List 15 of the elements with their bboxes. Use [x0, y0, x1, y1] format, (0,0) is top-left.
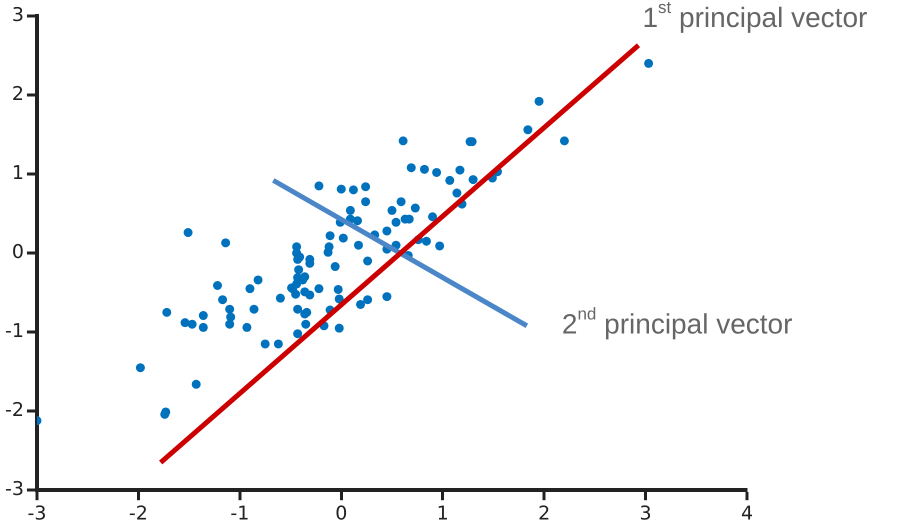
y-tick-label: -2: [4, 399, 24, 422]
y-tick-label: 3: [12, 4, 24, 26]
x-tick-label: 4: [740, 502, 754, 525]
y-tick-label: 1: [12, 162, 24, 184]
y-tick-label: 2: [12, 82, 24, 105]
x-tick-label: -2: [128, 502, 148, 525]
x-tick-label: 0: [335, 502, 348, 525]
y-tick-label: -3: [4, 478, 24, 500]
x-tick-label: 1: [436, 502, 449, 525]
x-tick-label: 3: [640, 502, 652, 525]
x-tick-label: -1: [230, 502, 250, 525]
x-tick-label: -3: [27, 502, 46, 525]
y-tick-label: -1: [4, 320, 24, 342]
y-tick-label: 0: [12, 241, 24, 264]
x-tick-label: 2: [538, 502, 550, 525]
